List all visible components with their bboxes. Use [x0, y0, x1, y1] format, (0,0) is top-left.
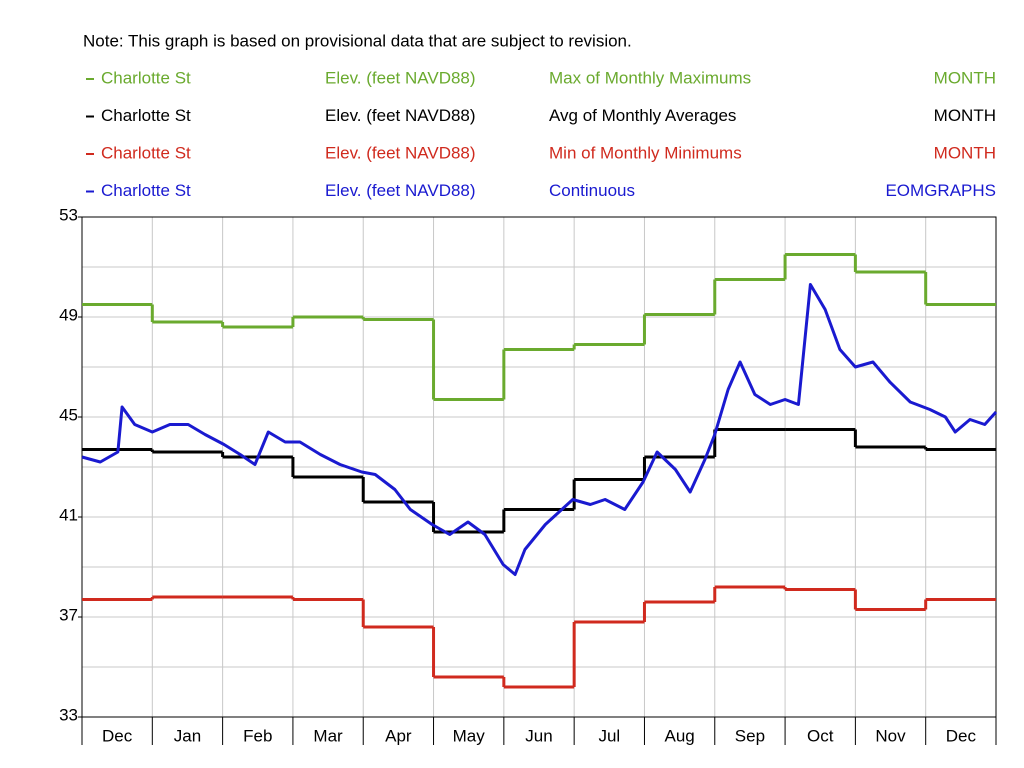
x-tick-label: Sep — [735, 726, 765, 745]
legend-parameter: Elev. (feet NAVD88) — [325, 181, 476, 200]
x-tick-label: Mar — [313, 726, 343, 745]
x-tick-label: Oct — [807, 726, 834, 745]
y-tick-label: 53 — [59, 205, 78, 224]
x-tick-label: Nov — [875, 726, 906, 745]
legend-name: Charlotte St — [101, 181, 191, 200]
legend-interval: EOMGRAPHS — [885, 181, 996, 200]
continuous-line — [81, 283, 998, 576]
legend-statistic: Max of Monthly Maximums — [549, 68, 751, 87]
legend-interval: MONTH — [934, 106, 996, 125]
y-tick-label: 45 — [59, 405, 78, 424]
legend-name: Charlotte St — [101, 68, 191, 87]
legend-parameter: Elev. (feet NAVD88) — [325, 106, 476, 125]
legend-interval: MONTH — [934, 68, 996, 87]
x-tick-label: Apr — [385, 726, 412, 745]
legend-interval: MONTH — [934, 143, 996, 162]
legend-statistic: Min of Monthly Minimums — [549, 143, 742, 162]
y-tick-label: 37 — [59, 605, 78, 624]
legend-parameter: Elev. (feet NAVD88) — [325, 143, 476, 162]
legend-name: Charlotte St — [101, 106, 191, 125]
legend-name: Charlotte St — [101, 143, 191, 162]
y-tick-label: 33 — [59, 705, 78, 724]
x-tick-label: May — [453, 726, 486, 745]
x-tick-label: Aug — [664, 726, 694, 745]
x-tick-label: Dec — [102, 726, 133, 745]
legend-statistic: Continuous — [549, 181, 635, 200]
y-tick-label: 49 — [59, 305, 78, 324]
x-tick-label: Feb — [243, 726, 272, 745]
x-tick-label: Jul — [598, 726, 620, 745]
x-tick-label: Jan — [174, 726, 201, 745]
plot-frame — [81, 216, 997, 718]
legend-parameter: Elev. (feet NAVD88) — [325, 68, 476, 87]
x-tick-label: Dec — [946, 726, 977, 745]
note: Note: This graph is based on provisional… — [83, 31, 632, 50]
x-tick-label: Jun — [525, 726, 552, 745]
y-tick-label: 41 — [59, 505, 78, 524]
legend-statistic: Avg of Monthly Averages — [549, 106, 736, 125]
